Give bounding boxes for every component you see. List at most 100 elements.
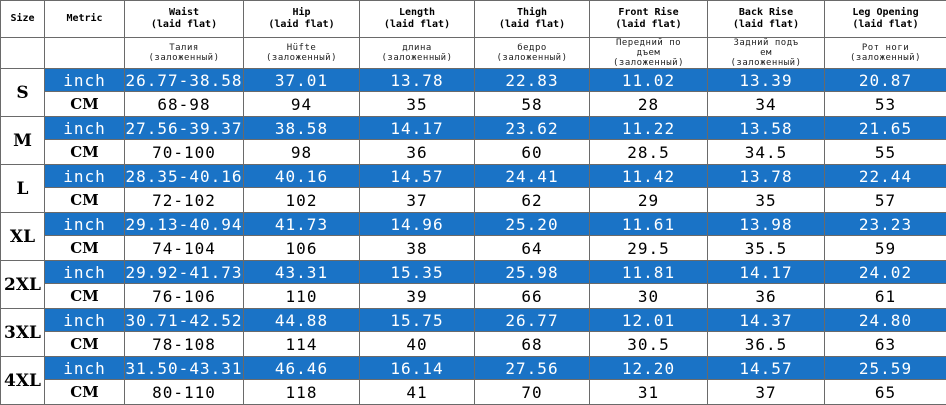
waist-ru-label: Талия(заложенный) [125,38,244,69]
waist-header: Waist(laid flat) [125,1,244,38]
size-label: 2XL [1,261,45,309]
thigh-inch-value: 27.56 [475,357,590,380]
col-title: Back Rise [708,7,824,19]
waist-inch-value: 31.50-43.31 [125,357,244,380]
ru-line: ем [708,48,824,58]
unit-label-cm: CM [45,236,125,261]
leg-opening-inch-value: 20.87 [825,69,946,92]
leg-opening-cm-value: 57 [825,188,946,213]
thigh-inch-value: 22.83 [475,69,590,92]
unit-label-cm: CM [45,332,125,357]
back-rise-cm-value: 35 [708,188,825,213]
col-title: Length [360,7,474,19]
thigh-cm-value: 64 [475,236,590,261]
waist-cm-value: 74-104 [125,236,244,261]
waist-inch-value: 28.35-40.16 [125,165,244,188]
empty-cell [45,38,125,69]
leg-opening-inch-value: 24.80 [825,309,946,332]
hip-cm-value: 106 [244,236,360,261]
unit-label-inch: inch [45,213,125,236]
length-cm-value: 37 [360,188,475,213]
front-rise-cm-value: 29 [590,188,708,213]
ru-line: Талия [125,43,243,53]
ru-line: Задний подъ [708,38,824,48]
leg-opening-cm-value: 63 [825,332,946,357]
front-rise-inch-value: 11.02 [590,69,708,92]
ru-line: (заложенный) [360,53,474,63]
waist-cm-value: 72-102 [125,188,244,213]
thigh-cm-value: 60 [475,140,590,165]
header-row-en: Size Metric Waist(laid flat) Hip(laid fl… [1,1,946,38]
hip-inch-value: 40.16 [244,165,360,188]
waist-inch-value: 30.71-42.52 [125,309,244,332]
unit-label-cm: CM [45,188,125,213]
waist-cm-value: 76-106 [125,284,244,309]
thigh-cm-value: 68 [475,332,590,357]
thigh-header: Thigh(laid flat) [475,1,590,38]
col-title: Thigh [475,7,589,19]
ru-line: Рот ноги [825,43,946,53]
back-rise-inch-value: 13.98 [708,213,825,236]
col-subtitle: (laid flat) [475,19,589,31]
col-subtitle: (laid flat) [360,19,474,31]
length-ru-label: длина(заложенный) [360,38,475,69]
size-label: 3XL [1,309,45,357]
front-rise-cm-value: 28.5 [590,140,708,165]
ru-line: (заложенный) [825,53,946,63]
back-rise-cm-value: 36.5 [708,332,825,357]
col-title: Hip [244,7,359,19]
thigh-inch-value: 25.20 [475,213,590,236]
size-header: Size [1,1,45,38]
back-rise-cm-value: 35.5 [708,236,825,261]
front-rise-cm-value: 29.5 [590,236,708,261]
col-subtitle: (laid flat) [125,19,243,31]
hip-ru-label: Hüfte(заложенный) [244,38,360,69]
length-cm-value: 40 [360,332,475,357]
thigh-cm-value: 66 [475,284,590,309]
front-rise-cm-value: 30 [590,284,708,309]
front-rise-inch-value: 11.42 [590,165,708,188]
front-rise-inch-value: 12.20 [590,357,708,380]
col-title: Leg Opening [825,7,946,19]
thigh-ru-label: бедро(заложенный) [475,38,590,69]
hip-inch-value: 41.73 [244,213,360,236]
back-rise-inch-value: 14.17 [708,261,825,284]
unit-label-cm: CM [45,140,125,165]
waist-cm-value: 78-108 [125,332,244,357]
size-label: 4XL [1,357,45,405]
size-label: XL [1,213,45,261]
waist-inch-value: 26.77-38.58 [125,69,244,92]
waist-inch-value: 29.13-40.94 [125,213,244,236]
back-rise-inch-value: 14.37 [708,309,825,332]
hip-header: Hip(laid flat) [244,1,360,38]
ru-line: дъем [590,48,707,58]
leg-opening-cm-value: 55 [825,140,946,165]
back-rise-cm-value: 36 [708,284,825,309]
back-rise-inch-value: 13.78 [708,165,825,188]
front-rise-cm-value: 28 [590,92,708,117]
unit-label-inch: inch [45,165,125,188]
unit-label-cm: CM [45,92,125,117]
hip-inch-value: 37.01 [244,69,360,92]
ru-line: (заложенный) [125,53,243,63]
length-header: Length(laid flat) [360,1,475,38]
front-rise-inch-value: 11.61 [590,213,708,236]
front-rise-cm-value: 30.5 [590,332,708,357]
length-cm-value: 39 [360,284,475,309]
thigh-inch-value: 24.41 [475,165,590,188]
ru-line: длина [360,43,474,53]
front-rise-inch-value: 11.81 [590,261,708,284]
ru-line: Передний по [590,38,707,48]
front-rise-header: Front Rise(laid flat) [590,1,708,38]
unit-label-inch: inch [45,117,125,140]
